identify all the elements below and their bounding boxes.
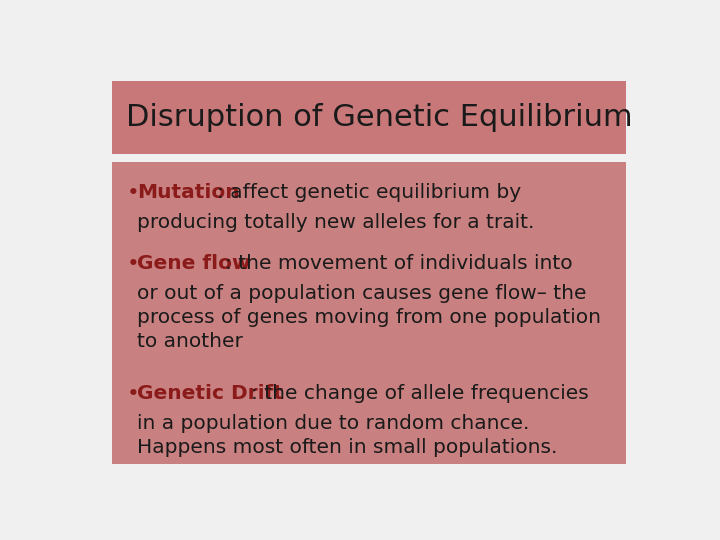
Text: : the change of allele frequencies: : the change of allele frequencies <box>251 384 588 403</box>
Text: or out of a population causes gene flow– the
process of genes moving from one po: or out of a population causes gene flow–… <box>138 284 601 351</box>
FancyBboxPatch shape <box>112 82 626 154</box>
Text: : the movement of individuals into: : the movement of individuals into <box>225 254 573 273</box>
Text: •: • <box>126 254 139 274</box>
Text: Mutation: Mutation <box>138 183 240 202</box>
Text: Gene flow: Gene flow <box>138 254 251 273</box>
Text: producing totally new alleles for a trait.: producing totally new alleles for a trai… <box>138 213 535 232</box>
Text: in a population due to random chance.
Happens most often in small populations.: in a population due to random chance. Ha… <box>138 414 558 457</box>
Text: Disruption of Genetic Equilibrium: Disruption of Genetic Equilibrium <box>126 103 633 132</box>
Text: •: • <box>126 384 139 404</box>
Text: : affect genetic equilibrium by: : affect genetic equilibrium by <box>217 183 521 202</box>
Text: •: • <box>126 183 139 203</box>
Text: Genetic Drift: Genetic Drift <box>138 384 284 403</box>
FancyBboxPatch shape <box>112 161 626 464</box>
